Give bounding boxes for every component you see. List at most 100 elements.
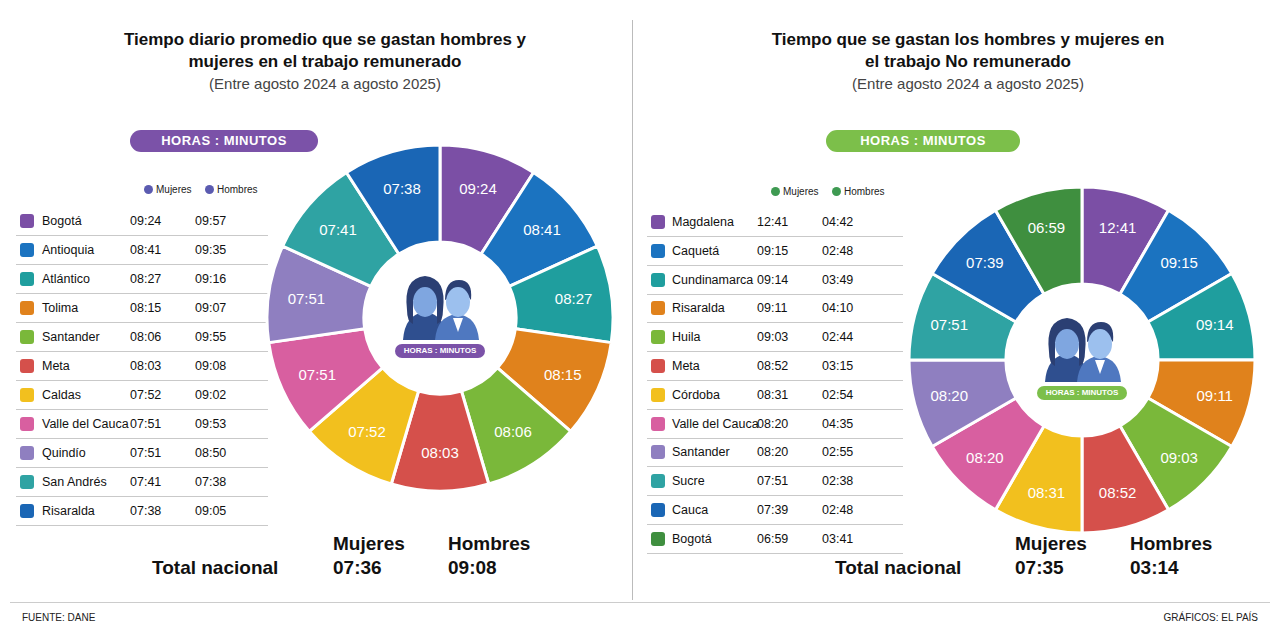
html-text:Bogotá: Bogotá	[42, 214, 82, 228]
html-text:Risaralda: Risaralda	[672, 301, 725, 316]
svg-text:08:31: 08:31	[1028, 484, 1066, 501]
html-text:09:53: 09:53	[195, 417, 227, 431]
html-text:Hombres: Hombres	[448, 533, 531, 554]
svg-text:08:41: 08:41	[523, 221, 561, 238]
html-text:Córdoba: Córdoba	[672, 387, 720, 402]
html-text:Valle del Cauca 08:20: Valle del Cauca 08:20	[672, 416, 789, 431]
html-text:04:42: 04:42	[822, 215, 854, 229]
svg-text:07:51: 07:51	[298, 366, 336, 383]
html-text:Bogotá: Bogotá	[672, 531, 712, 546]
svg-text:08:20: 08:20	[966, 449, 1004, 466]
html-text:Tiempo diario promedio que se: Tiempo diario promedio que se gastan hom…	[123, 30, 526, 71]
html-text:09:15: 09:15	[757, 243, 789, 258]
html-text:Meta: Meta	[672, 359, 700, 373]
html-text:03:49: 03:49	[822, 272, 854, 287]
html-text:Cundinamarca 09:14: Cundinamarca 09:14	[672, 272, 789, 287]
html-text:04:35: 04:35	[822, 416, 854, 431]
html-text:09:03: 09:03	[757, 330, 789, 345]
html-text:09:08: 09:08	[448, 557, 497, 578]
html-text:07:51: 07:51	[757, 474, 789, 489]
svg-text:08:03: 08:03	[421, 444, 459, 461]
html-text:09:08: 09:08	[195, 359, 227, 373]
html-text:Total nacional: Total nacional	[835, 557, 962, 578]
html-text:Huila: Huila	[672, 330, 701, 345]
svg-text:06:59: 06:59	[1028, 219, 1066, 236]
html-text:07:35: 07:35	[1015, 557, 1064, 578]
html-text:Santander: Santander	[672, 445, 730, 460]
html-text:Valle del Cauca 07:51: Valle del Cauca 07:51	[42, 417, 162, 431]
html-text:09:57: 09:57	[195, 214, 227, 228]
html-text:Caquetá: Caquetá	[672, 243, 720, 258]
html-text:Tiempo que se gastan los hombr: Tiempo que se gastan los hombres y mujer…	[771, 30, 1165, 71]
svg-text:07:51: 07:51	[930, 316, 968, 333]
html-text:Atlántico: Atlántico	[42, 272, 90, 286]
html-text:07:52: 07:52	[130, 388, 162, 402]
html-text:12:41: 12:41	[757, 215, 789, 229]
html-text:Tolima: Tolima	[42, 301, 79, 315]
html-text:03:14: 03:14	[1130, 557, 1179, 578]
html-text:Santander: Santander	[42, 330, 100, 344]
html-text:09:24: 09:24	[130, 214, 162, 228]
svg-text:09:24: 09:24	[459, 180, 497, 197]
html-text:07:36: 07:36	[333, 557, 382, 578]
html-text:(Entre agosto 2024 a agosto 20: (Entre agosto 2024 a agosto 2025)	[852, 75, 1084, 92]
html-text:02:54: 02:54	[822, 387, 854, 402]
html-text:07:38: 07:38	[195, 475, 227, 489]
html-text:09:02: 09:02	[195, 388, 227, 402]
svg-text:07:39: 07:39	[966, 254, 1004, 271]
svg-text:07:41: 07:41	[319, 221, 357, 238]
html-text:Mujeres: Mujeres	[333, 533, 405, 554]
html-text:Risaralda: Risaralda	[42, 504, 95, 518]
html-text:09:55: 09:55	[195, 330, 227, 344]
html-text:08:31: 08:31	[757, 387, 789, 402]
svg-text:09:03: 09:03	[1160, 449, 1198, 466]
html-text:02:55: 02:55	[822, 445, 854, 460]
html-text:Total nacional: Total nacional	[152, 557, 279, 578]
svg-text:08:15: 08:15	[544, 366, 582, 383]
html-text:07:38: 07:38	[130, 504, 162, 518]
svg-text:07:51: 07:51	[288, 290, 326, 307]
html-text:08:03: 08:03	[130, 359, 162, 373]
html-text:Sucre: Sucre	[672, 474, 705, 489]
html-text:08:20: 08:20	[757, 445, 789, 460]
svg-text:09:11: 09:11	[1197, 387, 1233, 404]
html-text:San Andrés: San Andrés	[42, 475, 107, 489]
svg-text:08:52: 08:52	[1099, 484, 1137, 501]
html-text:HORAS : MINUTOS: HORAS : MINUTOS	[161, 133, 287, 148]
html-text:07:41: 07:41	[130, 475, 162, 489]
html-text:09:16: 09:16	[195, 272, 227, 286]
html-text:09:05: 09:05	[195, 504, 227, 518]
html-text:Hombres: Hombres	[1130, 533, 1213, 554]
html-text:08:15: 08:15	[130, 301, 162, 315]
html-text:Caldas: Caldas	[42, 388, 81, 402]
html-text:Magdalena: Magdalena	[672, 215, 734, 229]
html-text:09:35: 09:35	[195, 243, 227, 257]
html-text:08:41: 08:41	[130, 243, 162, 257]
html-text:02:44: 02:44	[822, 330, 854, 345]
html-text:HORAS : MINUTOS: HORAS : MINUTOS	[860, 133, 986, 148]
html-text:(Entre agosto 2024 a agosto 20: (Entre agosto 2024 a agosto 2025)	[209, 75, 441, 92]
svg-text:07:52: 07:52	[348, 423, 386, 440]
html-text:Mujeres: Mujeres	[1015, 533, 1087, 554]
html-text:03:41: 03:41	[822, 531, 854, 546]
html-text:02:38: 02:38	[822, 474, 854, 489]
svg-text:09:15: 09:15	[1160, 254, 1198, 271]
svg-text:08:20: 08:20	[930, 387, 968, 404]
html-text:Quindío: Quindío	[42, 446, 86, 460]
svg-text:09:14: 09:14	[1196, 316, 1234, 333]
html-text:Meta: Meta	[42, 359, 70, 373]
html-text:08:50: 08:50	[195, 446, 227, 460]
html-text:09:07: 09:07	[195, 301, 227, 315]
html-text:08:27: 08:27	[130, 272, 162, 286]
html-text:09:11: 09:11	[757, 301, 788, 316]
html-text:08:06: 08:06	[130, 330, 162, 344]
svg-text:08:06: 08:06	[494, 423, 532, 440]
svg-text:07:38: 07:38	[383, 180, 421, 197]
html-text:Antioquia: Antioquia	[42, 243, 95, 257]
html-text:04:10: 04:10	[822, 301, 854, 316]
svg-text:08:27: 08:27	[555, 290, 593, 307]
html-text:06:59: 06:59	[757, 531, 789, 546]
svg-text:12:41: 12:41	[1099, 219, 1137, 236]
html-text:02:48: 02:48	[822, 243, 854, 258]
html-text:07:51: 07:51	[130, 446, 162, 460]
